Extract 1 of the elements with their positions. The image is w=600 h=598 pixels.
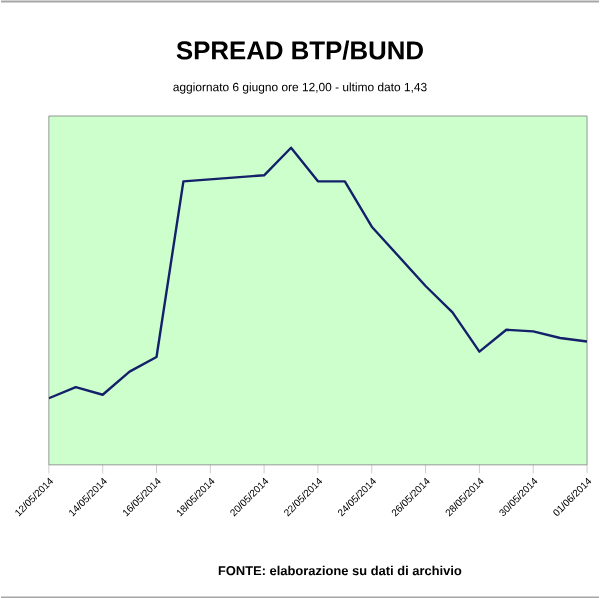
chart-title: SPREAD BTP/BUND (176, 40, 423, 60)
